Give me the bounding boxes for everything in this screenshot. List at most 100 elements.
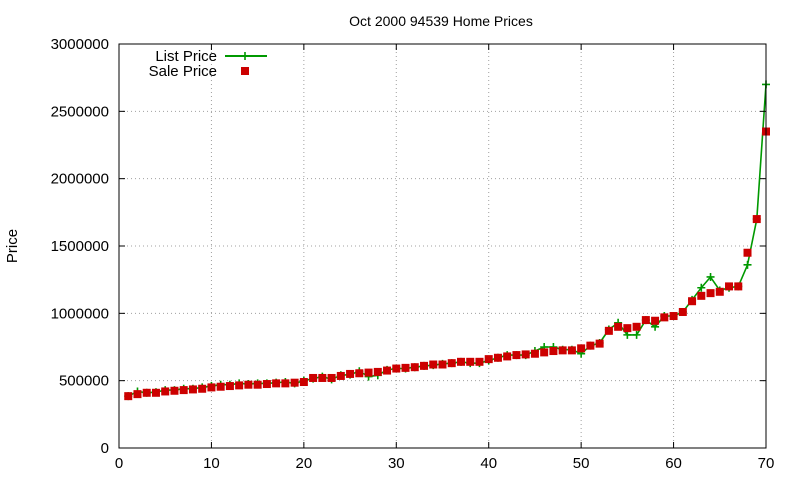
sale-price-point — [244, 380, 253, 389]
legend-label-list-price: List Price — [155, 48, 217, 65]
sale-price-point — [447, 359, 456, 368]
x-tick-label: 60 — [665, 455, 682, 472]
legend-label-sale-price: Sale Price — [149, 63, 217, 80]
sale-price-point — [512, 351, 521, 360]
y-tick-label: 500000 — [59, 373, 109, 390]
sale-price-point — [235, 381, 244, 390]
sale-price-point — [660, 313, 669, 322]
sale-price-point — [161, 387, 170, 396]
sale-price-point — [725, 282, 734, 291]
sale-price-point — [299, 378, 308, 387]
sale-price-point — [697, 291, 706, 300]
y-tick-label: 1000000 — [51, 305, 109, 322]
sale-price-point — [198, 384, 207, 393]
list-price-point — [632, 330, 641, 339]
sale-price-point — [678, 307, 687, 316]
sale-price-point — [651, 316, 660, 325]
sale-price-point — [530, 349, 539, 358]
sale-price-point — [484, 355, 493, 364]
y-axis-label: Price — [4, 229, 21, 263]
sale-price-point — [253, 380, 262, 389]
sale-price-point — [188, 385, 197, 394]
sale-price-point — [373, 367, 382, 376]
sale-price-point — [207, 383, 216, 392]
x-tick-label: 30 — [388, 455, 405, 472]
sale-price-point — [734, 282, 743, 291]
sale-price-point — [225, 382, 234, 391]
y-tick-label: 1500000 — [51, 238, 109, 255]
sale-price-point — [262, 380, 271, 389]
x-tick-label: 20 — [296, 455, 313, 472]
sale-price-point — [151, 388, 160, 397]
sale-price-point — [567, 346, 576, 355]
sale-price-point — [170, 386, 179, 395]
sale-price-point — [540, 348, 549, 357]
sale-price-point — [743, 248, 752, 257]
y-tick-label: 3000000 — [51, 36, 109, 53]
sale-price-point — [290, 378, 299, 387]
sale-price-point — [309, 373, 318, 382]
y-tick-label: 2500000 — [51, 103, 109, 120]
x-tick-label: 70 — [758, 455, 775, 472]
sale-price-point — [706, 289, 715, 298]
axis-ticks: 0 10 20 30 40 50 60 70 0 500000 1000000 1500000 2000… — [51, 36, 775, 472]
sale-price-point — [327, 373, 336, 382]
sale-price-point — [466, 357, 475, 366]
sale-price-point — [614, 322, 623, 331]
sale-price-point — [216, 382, 225, 391]
sale-price-point — [632, 322, 641, 331]
plot-frame — [118, 43, 767, 449]
sale-price-point — [133, 390, 142, 399]
sale-price-point — [364, 368, 373, 377]
sale-price-point — [318, 373, 327, 382]
y-tick-label: 2000000 — [51, 171, 109, 188]
list-price-line — [127, 84, 767, 397]
sale-price-point — [595, 339, 604, 348]
list-price-point — [706, 272, 715, 281]
x-tick-label: 10 — [203, 455, 220, 472]
sale-price-point — [410, 363, 419, 372]
legend: List Price Sale Price — [149, 48, 267, 80]
sale-price-point — [179, 386, 188, 395]
legend-marker-list-price — [241, 52, 249, 60]
sale-price-point — [456, 357, 465, 366]
sale-price-point — [521, 350, 530, 359]
sale-price-point — [420, 361, 429, 370]
sale-price-point — [493, 353, 502, 362]
sale-price-point — [392, 364, 401, 373]
sale-price-point — [281, 379, 290, 388]
sale-price-point — [336, 371, 345, 380]
sale-price-point — [401, 363, 410, 372]
sale-price-point — [124, 392, 133, 401]
sale-price-point — [669, 312, 678, 321]
sale-price-point — [577, 344, 586, 353]
x-tick-label: 0 — [115, 455, 123, 472]
sale-price-point — [752, 215, 761, 224]
sale-price-point — [503, 352, 512, 361]
sale-price-point — [383, 366, 392, 375]
sale-price-point — [142, 388, 151, 397]
list-price-point — [697, 283, 706, 292]
chart-title: Oct 2000 94539 Home Prices — [349, 13, 533, 29]
sale-price-point — [623, 324, 632, 333]
list-price-point — [623, 330, 632, 339]
sale-price-point — [355, 369, 364, 378]
sale-price-point — [429, 360, 438, 369]
sale-price-point — [346, 369, 355, 378]
sale-price-point — [475, 357, 484, 366]
sale-price-point — [688, 297, 697, 306]
series-layer — [124, 80, 770, 401]
sale-price-point — [558, 346, 567, 355]
x-tick-label: 50 — [573, 455, 590, 472]
sale-price-point — [604, 326, 613, 335]
sale-price-point — [641, 316, 650, 325]
y-tick-label: 0 — [101, 440, 109, 457]
x-tick-label: 40 — [480, 455, 497, 472]
sale-price-point — [715, 287, 724, 296]
grid — [119, 44, 766, 448]
sale-price-point — [586, 341, 595, 350]
legend-marker-sale-price — [241, 67, 249, 75]
list-price-point — [743, 260, 752, 269]
sale-price-point — [549, 347, 558, 356]
